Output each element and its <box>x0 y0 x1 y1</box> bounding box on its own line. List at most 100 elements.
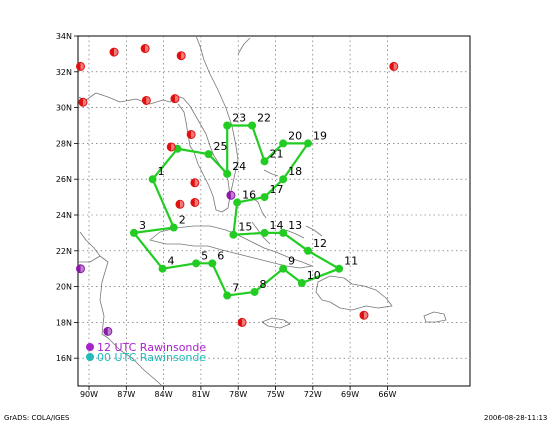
waypoint-13 <box>279 228 288 237</box>
rawinsonde-00utc-station <box>359 310 369 320</box>
waypoint-25 <box>204 150 213 159</box>
legend-marker-12utc <box>86 343 94 351</box>
waypoint-label-21: 21 <box>270 147 284 160</box>
waypoint-2 <box>169 223 178 232</box>
y-tick-label: 30N <box>56 104 72 113</box>
rawinsonde-00utc-station <box>190 178 200 188</box>
legend: 12 UTC Rawinsonde 00 UTC Rawinsonde <box>86 341 206 364</box>
waypoint-18 <box>279 175 288 184</box>
x-tick-label: 90W <box>80 390 98 399</box>
waypoint-label-4: 4 <box>168 255 175 268</box>
y-tick-label: 22N <box>56 247 72 256</box>
rawinsonde-00utc-station <box>176 51 186 61</box>
waypoint-4 <box>158 264 167 273</box>
waypoint-label-19: 19 <box>313 129 327 142</box>
x-tick-label: 66W <box>378 390 396 399</box>
x-tick-label: 72W <box>304 390 322 399</box>
rawinsonde-00utc-station <box>78 97 88 107</box>
waypoint-label-11: 11 <box>344 255 358 268</box>
waypoint-21 <box>260 157 269 166</box>
latitude-axis: 34N 32N 30N 28N 26N 24N 22N 20N 18N 16N <box>56 32 78 363</box>
waypoint-label-22: 22 <box>257 112 271 125</box>
rawinsonde-00utc-station <box>186 129 196 139</box>
y-tick-label: 16N <box>56 354 72 363</box>
waypoint-label-7: 7 <box>232 282 239 295</box>
footer-credit: GrADS: COLA/IGES <box>4 414 70 422</box>
waypoint-17 <box>260 193 269 202</box>
waypoint-label-1: 1 <box>158 165 165 178</box>
waypoint-16 <box>233 198 242 207</box>
y-tick-label: 34N <box>56 32 72 41</box>
y-tick-label: 28N <box>56 139 72 148</box>
waypoint-11 <box>335 264 344 273</box>
waypoint-label-15: 15 <box>238 221 252 234</box>
waypoint-label-16: 16 <box>242 188 256 201</box>
rawinsonde-00utc-station <box>140 44 150 54</box>
x-tick-label: 75W <box>266 390 284 399</box>
plot-frame <box>77 35 471 387</box>
waypoint-3 <box>129 228 138 237</box>
rawinsonde-00utc-station <box>75 61 85 71</box>
rawinsonde-00utc-station <box>175 199 185 209</box>
x-tick-label: 78W <box>229 390 247 399</box>
waypoint-label-23: 23 <box>232 112 246 125</box>
y-tick-label: 20N <box>56 283 72 292</box>
waypoint-5 <box>192 259 201 268</box>
waypoint-7 <box>223 291 232 300</box>
coastlines <box>77 35 447 387</box>
waypoint-label-9: 9 <box>288 255 295 268</box>
waypoint-label-20: 20 <box>288 129 302 142</box>
waypoint-label-18: 18 <box>288 165 302 178</box>
rawinsonde-12utc-station <box>75 264 85 274</box>
footer-timestamp: 2006-08-28-11:13 <box>484 414 548 422</box>
waypoint-23 <box>223 121 232 130</box>
rawinsonde-12utc-station <box>226 190 236 200</box>
legend-label-12utc: 12 UTC Rawinsonde <box>97 341 206 354</box>
waypoint-label-3: 3 <box>139 219 146 232</box>
waypoint-label-17: 17 <box>270 183 284 196</box>
waypoint-1 <box>148 175 157 184</box>
longitude-axis: 90W 87W 84W 81W 78W 75W 72W 69W 66W <box>80 386 397 399</box>
rawinsonde-00utc-station <box>389 61 399 71</box>
waypoint-6 <box>208 259 217 268</box>
legend-label-00utc: 00 UTC Rawinsonde <box>97 351 206 364</box>
rawinsonde-00utc-station <box>237 317 247 327</box>
y-tick-label: 32N <box>56 68 72 77</box>
rawinsonde-00utc-stations <box>75 44 399 327</box>
x-tick-label: 84W <box>155 390 173 399</box>
waypoint-label-8: 8 <box>260 278 267 291</box>
rawinsonde-00utc-station <box>190 197 200 207</box>
waypoint-label-12: 12 <box>313 237 327 250</box>
waypoint-19 <box>304 139 313 148</box>
legend-marker-00utc <box>86 353 94 361</box>
rawinsonde-12utc-station <box>103 326 113 336</box>
x-tick-label: 87W <box>117 390 135 399</box>
y-tick-label: 26N <box>56 175 72 184</box>
waypoint-9 <box>279 264 288 273</box>
waypoint-24 <box>223 169 232 178</box>
waypoint-10 <box>297 279 306 288</box>
waypoint-label-2: 2 <box>179 214 186 227</box>
waypoint-20 <box>279 139 288 148</box>
waypoint-label-5: 5 <box>201 249 208 262</box>
y-tick-label: 18N <box>56 318 72 327</box>
waypoint-label-13: 13 <box>288 219 302 232</box>
waypoint-12 <box>304 246 313 255</box>
rawinsonde-00utc-station <box>170 94 180 104</box>
x-tick-label: 69W <box>341 390 359 399</box>
waypoint-8 <box>250 287 259 296</box>
waypoint-label-6: 6 <box>217 249 224 262</box>
waypoint-label-14: 14 <box>270 219 284 232</box>
waypoint-label-24: 24 <box>232 160 246 173</box>
rawinsonde-12utc-stations <box>75 190 236 336</box>
x-tick-label: 81W <box>192 390 210 399</box>
waypoint-14 <box>260 228 269 237</box>
waypoint-label-25: 25 <box>214 140 228 153</box>
rawinsonde-00utc-station <box>166 142 176 152</box>
waypoint-22 <box>248 121 257 130</box>
rawinsonde-00utc-station <box>141 95 151 105</box>
rawinsonde-00utc-station <box>109 47 119 57</box>
waypoint-label-10: 10 <box>307 269 321 282</box>
